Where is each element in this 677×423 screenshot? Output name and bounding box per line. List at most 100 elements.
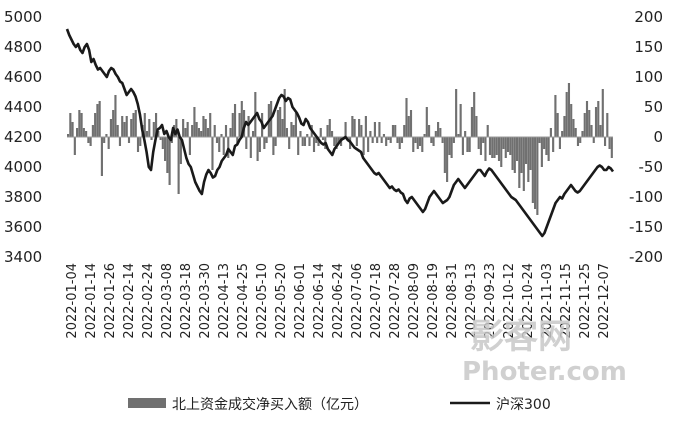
bar [552,137,555,152]
bar [506,137,510,152]
bar [150,137,153,140]
bar [594,107,598,137]
bar [227,137,230,158]
bar [118,137,122,146]
x-tick-label: 2022-05-20 [274,263,289,339]
bar [588,110,591,137]
bar [556,113,559,137]
bar [186,122,189,137]
bar [294,113,298,137]
x-tick-label: 2022-08-09 [407,263,422,339]
bar [520,137,523,173]
bar [448,137,451,155]
bar [491,137,494,158]
bar [326,125,329,137]
bar [500,137,503,167]
hs300-line [65,28,615,238]
bar [98,101,101,137]
bar [157,131,160,137]
bar [245,137,248,149]
bar-series [67,83,613,215]
bar [385,137,388,146]
right-axis-ticks: -200 -150 -100 -50 0 50 100 150 200 [629,8,663,266]
bar [136,137,140,152]
bar [423,134,426,137]
bar [274,137,277,146]
bar [558,137,561,149]
x-tick-label: 2022-11-15 [559,263,574,339]
bar [525,137,528,164]
bar [94,113,97,137]
bar [91,125,94,137]
bar [301,137,304,146]
right-tick-label: 0 [653,128,663,146]
left-tick-label: 5000 [4,8,42,26]
bar [371,137,374,143]
watermark-line2: Photer.com [462,357,627,387]
bar [145,131,149,137]
bar [434,131,437,137]
bar [549,128,552,137]
bar [403,125,406,137]
bar [547,137,550,161]
bar [579,137,582,143]
bar [606,113,609,137]
bar [247,116,250,137]
bar [184,128,187,137]
bar [488,137,492,155]
bar [85,131,88,137]
x-tick-label: 2022-03-18 [179,263,194,339]
bar [518,137,521,188]
bar [464,131,467,137]
bar [400,137,404,143]
bar [561,131,564,137]
bar [82,128,85,137]
bar [195,122,198,137]
bar [220,134,223,137]
bar [412,137,415,152]
bar [531,137,534,203]
bar [204,119,207,137]
bar [299,131,302,137]
bar [380,137,383,143]
x-tick-label: 2022-01-04 [65,263,80,339]
bar [355,137,358,146]
bar [601,89,604,137]
bar [306,134,309,137]
bar [222,137,225,155]
bar [143,113,146,137]
bar [484,137,487,161]
bar [513,137,516,173]
x-tick-label: 2022-11-03 [540,263,555,339]
x-tick-label: 2022-10-24 [521,263,536,339]
bar [382,134,386,137]
bar [538,137,541,143]
bar [543,137,546,149]
bar [353,119,356,137]
bar [161,137,164,149]
left-axis-ticks: 3400 3600 3800 4000 4200 4400 4600 4800 5000 [4,8,42,266]
bar [73,137,76,155]
bar [563,116,566,137]
bar [292,125,295,137]
bar [175,119,178,137]
bar [511,137,514,170]
x-tick-label: 2022-06-24 [331,263,346,339]
right-tick-label: -100 [629,188,663,206]
bar [240,101,243,137]
bar [159,137,162,140]
bar [373,122,376,137]
bar [344,122,347,137]
bar [188,137,191,155]
bar [475,116,478,137]
x-tick-label: 2022-10-12 [502,263,517,339]
legend-bar-swatch [128,398,166,408]
bar [570,104,573,137]
bar [236,137,239,143]
bar [592,137,595,143]
legend-bar-label: 北上资金成交净买入额（亿元） [172,396,368,413]
bar [333,137,336,146]
bar [285,128,288,137]
bar [193,107,196,137]
bar [182,119,185,137]
